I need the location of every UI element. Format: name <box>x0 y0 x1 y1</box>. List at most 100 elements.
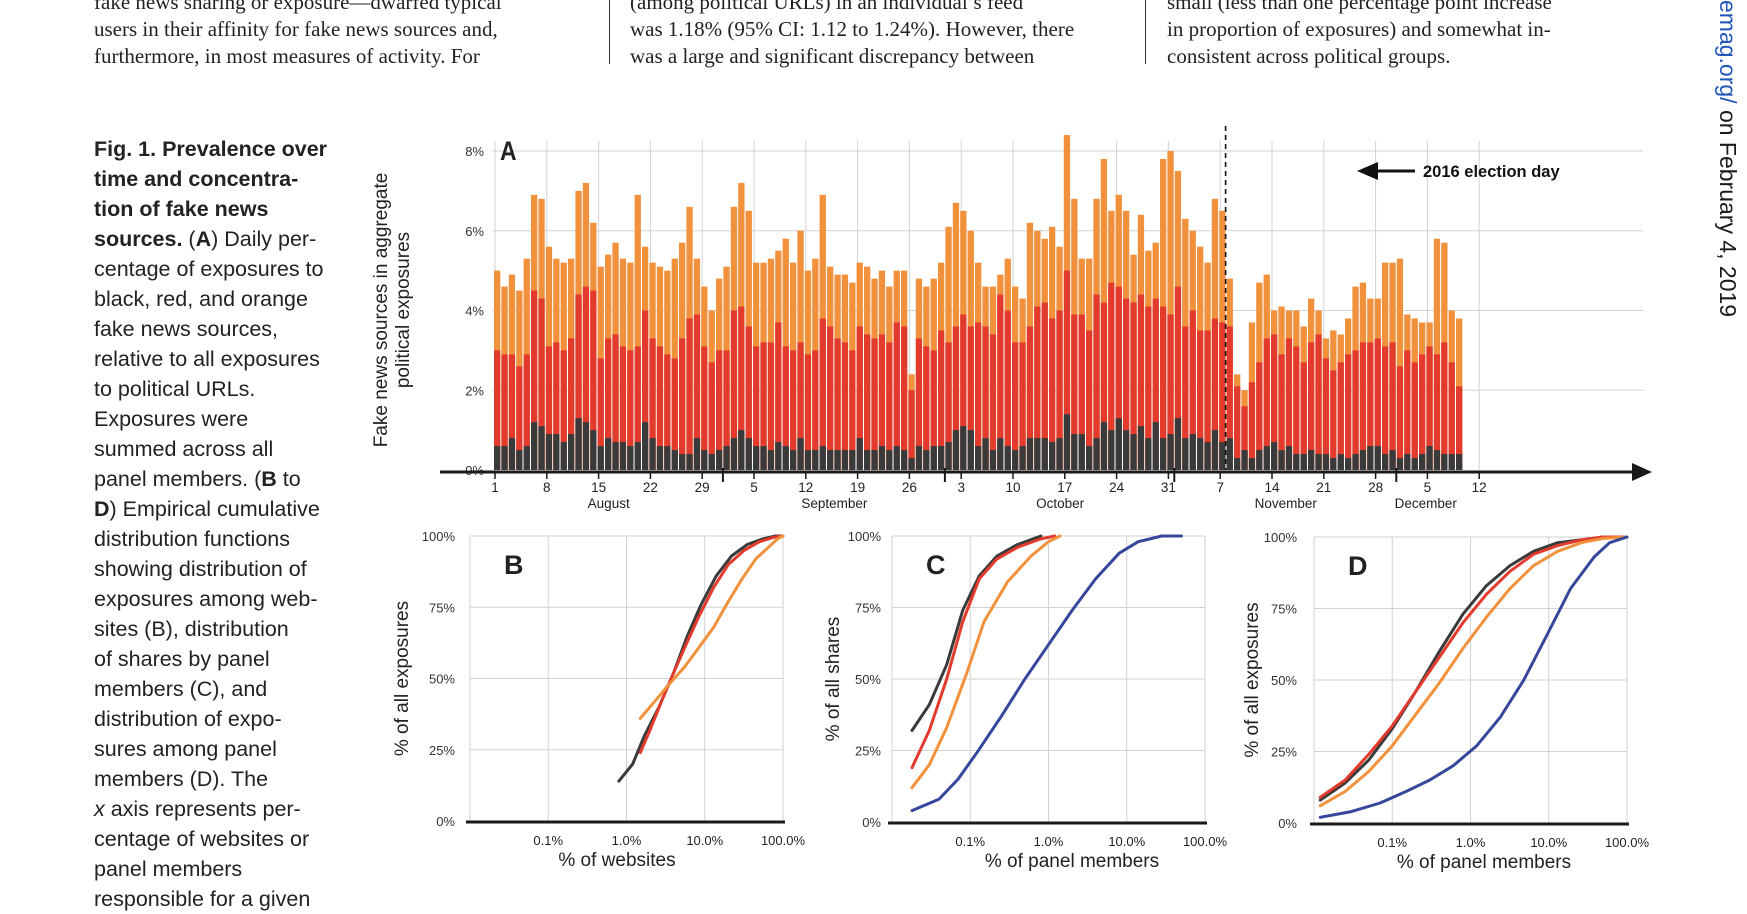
bar-red <box>1404 350 1411 470</box>
bar-black <box>1130 434 1137 470</box>
bar-black <box>1278 450 1285 470</box>
x-axis-arrow <box>1632 463 1652 481</box>
bar-red <box>1108 282 1115 470</box>
bar-black <box>745 438 752 470</box>
bar-black <box>1433 450 1441 470</box>
caption-panel-ref: A <box>195 227 212 251</box>
bar-red <box>730 310 738 470</box>
text-line: was 1.18% (95% CI: 1.12 to 1.24%). Howev… <box>630 17 1075 41</box>
bar-red <box>1012 342 1019 470</box>
bar-orange <box>1167 151 1174 470</box>
bar-black <box>1211 430 1219 470</box>
y-tick-label: 75% <box>429 600 455 615</box>
bar-red <box>760 342 767 470</box>
bar-red <box>605 338 612 470</box>
x-tick-label: 8 <box>543 480 551 495</box>
bar-red <box>1278 354 1285 470</box>
y-axis-label: % of all exposures <box>392 601 413 756</box>
caption-x-italic: x <box>94 797 105 821</box>
y-tick-label: 6% <box>465 224 484 239</box>
bar-black <box>1086 446 1093 470</box>
bar-black <box>730 438 738 470</box>
bar-black <box>1123 430 1130 470</box>
bar-black <box>760 446 767 470</box>
y-axis-label: % of all shares <box>823 617 844 742</box>
x-tick-label: 22 <box>643 480 658 495</box>
bar-black <box>1137 426 1145 470</box>
y-axis-label-line: political exposures <box>393 232 414 388</box>
bar-red <box>656 346 664 470</box>
bar-black <box>1322 454 1330 470</box>
caption-line: sites (B), distribution <box>94 617 289 641</box>
bar-red <box>1115 286 1122 470</box>
bar-red <box>679 338 686 470</box>
x-tick-label: 19 <box>850 480 865 495</box>
bar-red <box>1049 318 1056 470</box>
bar-black <box>901 450 908 470</box>
bar-black <box>1019 446 1026 470</box>
x-tick-label: 10.0% <box>1108 834 1145 849</box>
bar-black <box>1063 414 1071 470</box>
x-axis-label: % of websites <box>558 850 675 871</box>
panel-label-c: C <box>926 550 946 580</box>
x-tick-label: 1.0% <box>612 833 642 848</box>
bar-black <box>590 430 597 470</box>
bar-black <box>960 426 967 470</box>
bar-red <box>1248 382 1256 470</box>
bar-red <box>797 342 804 470</box>
bar-red <box>1093 294 1100 470</box>
bar-black <box>989 450 997 470</box>
bar-black <box>501 446 508 470</box>
x-tick-label: 7 <box>1216 480 1224 495</box>
bar-red <box>501 354 508 470</box>
caption-line: to political URLs. <box>94 377 256 401</box>
bar-black <box>612 442 619 470</box>
month-label: August <box>588 496 630 511</box>
bar-black <box>656 446 664 470</box>
x-tick-label: 100.0% <box>1605 835 1650 850</box>
cdf-line-black <box>910 534 1043 732</box>
bar-black <box>701 450 708 470</box>
bar-black <box>627 446 634 470</box>
bar-red <box>1182 326 1189 470</box>
bar-red <box>1123 298 1130 470</box>
bar-red <box>664 354 671 470</box>
bar-red <box>841 342 849 470</box>
y-tick-label: 0% <box>1278 816 1297 831</box>
y-tick-label: 4% <box>465 304 484 319</box>
figure-caption: Fig. 1. Prevalence over time and concent… <box>94 134 342 914</box>
bar-red <box>531 290 538 470</box>
bar-red <box>856 326 863 470</box>
cdf-line-red <box>1318 535 1629 799</box>
bar-black <box>1026 438 1034 470</box>
x-tick-label: 15 <box>591 480 606 495</box>
bar-black <box>982 438 989 470</box>
bar-black <box>775 442 782 470</box>
bar-black <box>849 450 856 470</box>
bar-black <box>967 430 974 470</box>
bar-red <box>642 310 649 470</box>
bar-black <box>1049 442 1056 470</box>
bar-black <box>767 450 775 470</box>
cdf-line-orange <box>638 534 785 720</box>
bar-red <box>745 326 752 470</box>
text-line: furthermore, in most measures of activit… <box>94 44 480 68</box>
bar-red <box>1041 302 1048 470</box>
x-axis-label: % of panel members <box>1397 852 1571 873</box>
caption-line: showing distribution of <box>94 557 307 581</box>
x-tick-label: 31 <box>1161 480 1176 495</box>
bar-black <box>952 430 960 470</box>
bar-red <box>901 326 908 470</box>
bar-black <box>1441 454 1448 470</box>
bar-black <box>1012 450 1019 470</box>
bar-red <box>686 318 693 470</box>
bar-red <box>1004 310 1011 470</box>
x-tick-label: 100.0% <box>761 833 806 848</box>
bar-black <box>841 450 849 470</box>
bar-black <box>886 450 893 470</box>
bar-black <box>686 454 693 470</box>
bar-red <box>634 346 641 470</box>
bar-red <box>1167 314 1174 470</box>
bar-red <box>908 390 915 470</box>
x-axis-label: % of panel members <box>985 851 1159 872</box>
